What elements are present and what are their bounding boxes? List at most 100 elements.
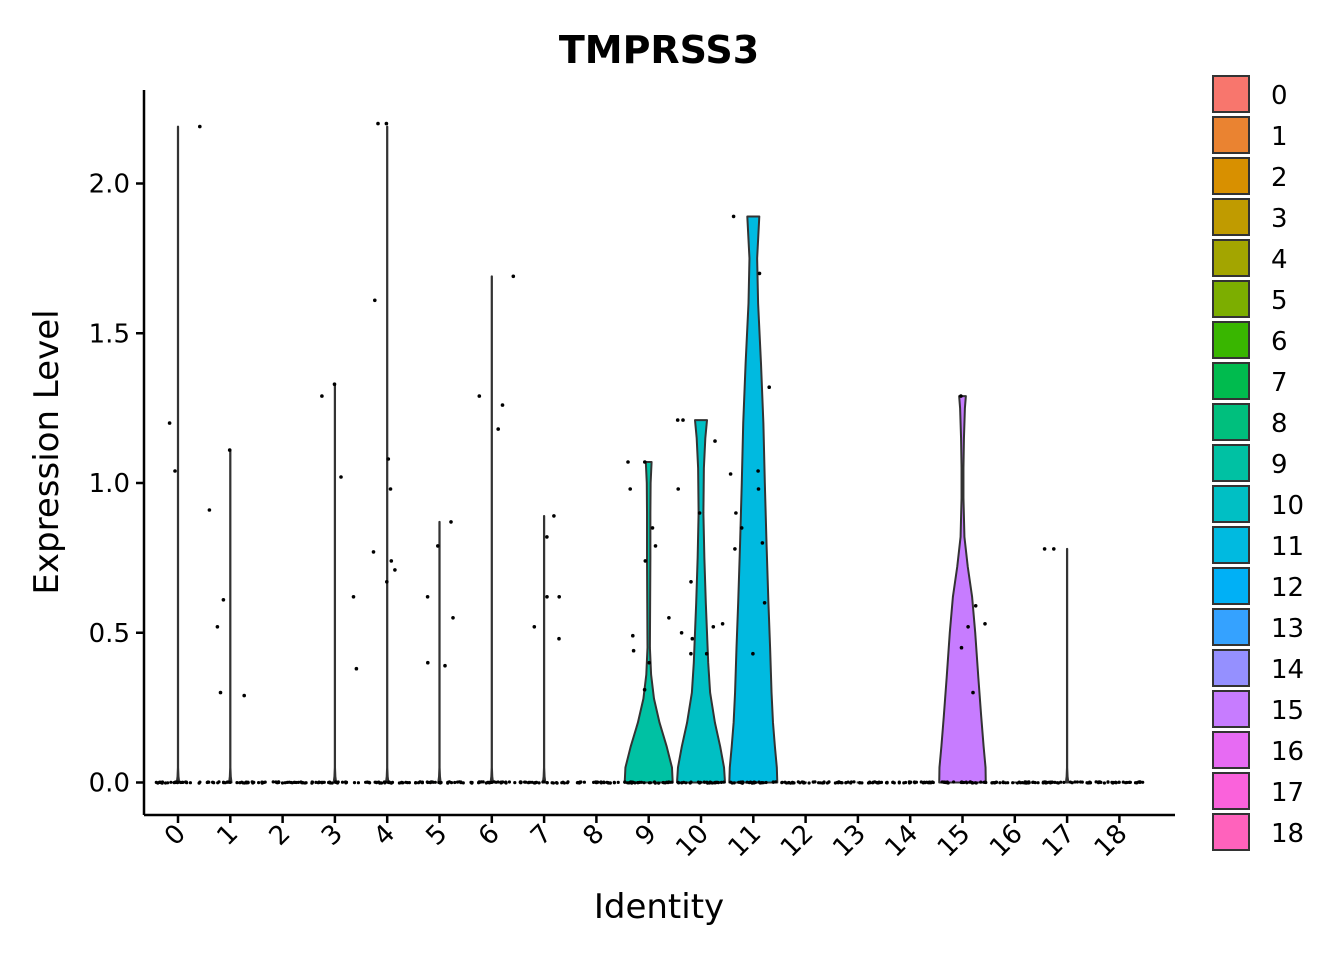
data-point bbox=[481, 780, 485, 784]
data-point bbox=[383, 780, 387, 784]
data-point bbox=[697, 511, 702, 515]
data-point bbox=[979, 780, 983, 784]
data-point bbox=[1068, 780, 1072, 784]
data-point bbox=[1141, 780, 1145, 784]
data-point bbox=[737, 780, 741, 784]
data-point bbox=[760, 541, 765, 545]
violin-cluster-5 bbox=[437, 520, 442, 784]
violin-cluster-9 bbox=[623, 461, 674, 784]
data-point bbox=[188, 781, 192, 785]
data-point bbox=[626, 460, 630, 464]
points-cluster-17 bbox=[1041, 547, 1093, 785]
data-point bbox=[477, 394, 482, 398]
data-point bbox=[885, 780, 889, 784]
data-point bbox=[964, 780, 968, 784]
points-cluster-4 bbox=[364, 121, 411, 785]
legend-label-10: 10 bbox=[1271, 491, 1304, 521]
data-point bbox=[244, 781, 248, 785]
legend-swatch-11 bbox=[1212, 526, 1250, 564]
data-point bbox=[545, 535, 549, 539]
data-point bbox=[1138, 780, 1142, 784]
legend-swatch-10 bbox=[1212, 485, 1250, 523]
data-point bbox=[1050, 780, 1054, 784]
data-point bbox=[974, 781, 978, 785]
data-point bbox=[714, 780, 719, 785]
legend-label-16: 16 bbox=[1271, 737, 1304, 767]
data-point bbox=[280, 781, 285, 785]
data-point bbox=[414, 781, 418, 785]
data-point bbox=[756, 469, 760, 473]
data-point bbox=[500, 403, 505, 407]
data-point bbox=[1033, 781, 1037, 785]
data-point bbox=[907, 780, 911, 784]
data-point bbox=[490, 780, 494, 785]
data-point bbox=[973, 604, 978, 608]
data-point bbox=[339, 475, 343, 479]
data-point bbox=[364, 780, 368, 784]
data-point bbox=[771, 780, 775, 784]
legend-swatch-0 bbox=[1212, 75, 1250, 113]
data-point bbox=[971, 781, 975, 785]
data-point bbox=[426, 780, 430, 785]
data-point bbox=[780, 780, 784, 784]
legend-label-14: 14 bbox=[1271, 655, 1304, 685]
x-axis-title: Identity bbox=[594, 887, 724, 927]
data-point bbox=[1117, 780, 1121, 784]
data-point bbox=[555, 781, 559, 785]
data-point bbox=[1073, 780, 1077, 784]
data-point bbox=[751, 651, 755, 656]
x-tick-label: 17 bbox=[1036, 819, 1081, 864]
legend-label-17: 17 bbox=[1271, 778, 1304, 808]
data-point bbox=[925, 780, 929, 784]
data-point bbox=[796, 780, 800, 784]
data-point bbox=[174, 780, 178, 784]
legend-label-5: 5 bbox=[1271, 286, 1288, 316]
data-point bbox=[1004, 781, 1008, 785]
x-tick-label: 0 bbox=[159, 819, 192, 852]
legend-swatch-4 bbox=[1212, 239, 1250, 277]
data-point bbox=[1125, 780, 1129, 785]
data-point bbox=[690, 636, 695, 641]
data-point bbox=[653, 544, 658, 548]
data-point bbox=[698, 781, 702, 785]
data-point bbox=[257, 781, 261, 785]
data-point bbox=[960, 780, 964, 784]
data-point bbox=[643, 460, 647, 464]
data-point bbox=[1036, 781, 1040, 785]
legend-label-1: 1 bbox=[1271, 122, 1288, 152]
data-point bbox=[178, 780, 182, 784]
data-point bbox=[528, 780, 532, 784]
data-point bbox=[747, 781, 751, 785]
data-point bbox=[524, 780, 528, 784]
data-point bbox=[260, 781, 264, 785]
data-point bbox=[627, 781, 631, 785]
data-point bbox=[373, 298, 377, 303]
data-point bbox=[1059, 780, 1063, 784]
data-point bbox=[532, 625, 537, 629]
x-tick-label: 3 bbox=[316, 819, 349, 852]
data-point bbox=[562, 781, 567, 785]
data-point bbox=[1027, 781, 1031, 785]
data-point bbox=[650, 526, 655, 530]
legend-swatch-17 bbox=[1212, 772, 1250, 810]
data-point bbox=[459, 780, 463, 784]
data-point bbox=[271, 780, 275, 784]
data-point bbox=[537, 781, 541, 785]
data-point bbox=[207, 508, 212, 512]
data-point bbox=[812, 780, 816, 784]
data-point bbox=[868, 780, 872, 784]
data-point bbox=[1094, 780, 1098, 784]
points-layer bbox=[154, 121, 1145, 785]
legend-swatch-15 bbox=[1212, 690, 1250, 728]
data-point bbox=[983, 622, 987, 626]
data-point bbox=[849, 780, 854, 784]
data-point bbox=[807, 781, 811, 785]
data-point bbox=[376, 121, 380, 126]
data-point bbox=[511, 274, 516, 279]
x-tick-label: 12 bbox=[775, 819, 820, 864]
legend-label-7: 7 bbox=[1271, 368, 1288, 398]
data-point bbox=[767, 385, 771, 390]
data-point bbox=[662, 781, 666, 785]
data-point bbox=[218, 690, 223, 695]
